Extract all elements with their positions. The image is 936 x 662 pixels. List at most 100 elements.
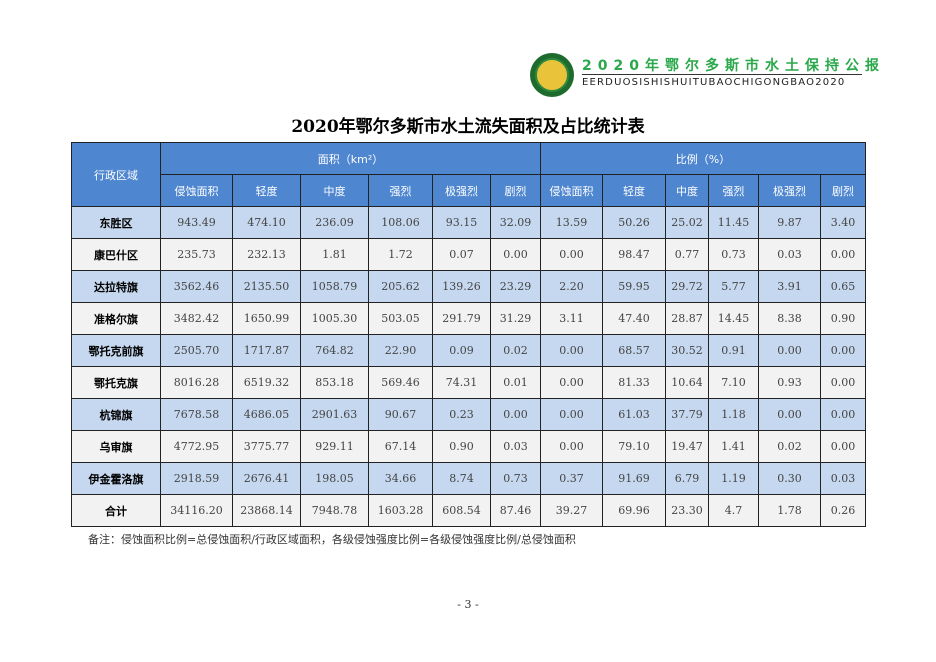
value-cell: 25.02 [665,206,709,239]
value-cell: 1603.28 [368,494,433,527]
value-cell: 39.27 [540,494,603,527]
column-header: 极强烈 [432,174,491,207]
value-cell: 0.90 [820,302,866,335]
table-row: 合计 34116.20 23868.14 7948.78 1603.28 608.54 87… [71,494,866,527]
brand-divider [582,74,862,75]
table-row: 康巴什区 235.73 232.13 1.81 1.72 0.07 0.00 0.00 98.4… [71,238,866,271]
table-row: 鄂托克前旗 2505.70 1717.87 764.82 22.90 0.09 0.02 0.… [71,334,866,367]
column-header: 强烈 [708,174,759,207]
value-cell: 23868.14 [232,494,301,527]
value-cell: 30.52 [665,334,709,367]
value-cell: 853.18 [300,366,369,399]
value-cell: 61.03 [602,398,666,431]
column-header: 强烈 [368,174,433,207]
value-cell: 7.10 [708,366,759,399]
value-cell: 0.03 [758,238,821,271]
region-cell: 杭锦旗 [71,398,161,431]
value-cell: 0.73 [490,462,541,495]
bulletin-logo [530,53,574,97]
column-header: 轻度 [602,174,666,207]
value-cell: 87.46 [490,494,541,527]
value-cell: 569.46 [368,366,433,399]
value-cell: 7678.58 [160,398,233,431]
value-cell: 474.10 [232,206,301,239]
table-row: 东胜区 943.49 474.10 236.09 108.06 93.15 32.09 13.… [71,206,866,239]
value-cell: 6.79 [665,462,709,495]
value-cell: 0.30 [758,462,821,495]
value-cell: 2.20 [540,270,603,303]
value-cell: 13.59 [540,206,603,239]
value-cell: 23.29 [490,270,541,303]
table-row: 鄂托克旗 8016.28 6519.32 853.18 569.46 74.31 0.01 0… [71,366,866,399]
region-cell: 达拉特旗 [71,270,161,303]
value-cell: 0.93 [758,366,821,399]
value-cell: 236.09 [300,206,369,239]
value-cell: 3482.42 [160,302,233,335]
value-cell: 205.62 [368,270,433,303]
value-cell: 90.67 [368,398,433,431]
value-cell: 68.57 [602,334,666,367]
region-cell: 乌审旗 [71,430,161,463]
column-header: 极强烈 [758,174,821,207]
value-cell: 67.14 [368,430,433,463]
value-cell: 0.00 [540,334,603,367]
value-cell: 91.69 [602,462,666,495]
value-cell: 3775.77 [232,430,301,463]
value-cell: 74.31 [432,366,491,399]
region-cell: 合计 [71,494,161,527]
value-cell: 0.02 [758,430,821,463]
value-cell: 232.13 [232,238,301,271]
value-cell: 0.00 [540,398,603,431]
value-cell: 34116.20 [160,494,233,527]
value-cell: 28.87 [665,302,709,335]
value-cell: 0.01 [490,366,541,399]
value-cell: 8.74 [432,462,491,495]
value-cell: 69.96 [602,494,666,527]
value-cell: 1.18 [708,398,759,431]
region-cell: 伊金霍洛旗 [71,462,161,495]
brand-title-en: EERDUOSISHISHUITUBAOCHIGONGBAO2020 [582,77,846,88]
table-row: 伊金霍洛旗 2918.59 2676.41 198.05 34.66 8.74 0.73 0.… [71,462,866,495]
column-header: 侵蚀面积 [540,174,603,207]
value-cell: 198.05 [300,462,369,495]
value-cell: 4686.05 [232,398,301,431]
value-cell: 1.78 [758,494,821,527]
column-header: 剧烈 [490,174,541,207]
value-cell: 0.23 [432,398,491,431]
value-cell: 9.87 [758,206,821,239]
value-cell: 0.03 [820,462,866,495]
value-cell: 1.41 [708,430,759,463]
value-cell: 23.30 [665,494,709,527]
value-cell: 6519.32 [232,366,301,399]
column-header: 轻度 [232,174,301,207]
value-cell: 0.00 [540,430,603,463]
area-group-header: 面积（km²） [160,142,541,175]
value-cell: 291.79 [432,302,491,335]
value-cell: 503.05 [368,302,433,335]
value-cell: 3.11 [540,302,603,335]
value-cell: 0.00 [820,366,866,399]
value-cell: 0.37 [540,462,603,495]
value-cell: 81.33 [602,366,666,399]
value-cell: 8.38 [758,302,821,335]
value-cell: 50.26 [602,206,666,239]
value-cell: 943.49 [160,206,233,239]
value-cell: 0.91 [708,334,759,367]
column-header: 中度 [300,174,369,207]
value-cell: 0.73 [708,238,759,271]
value-cell: 3562.46 [160,270,233,303]
value-cell: 2505.70 [160,334,233,367]
value-cell: 0.77 [665,238,709,271]
value-cell: 108.06 [368,206,433,239]
value-cell: 32.09 [490,206,541,239]
value-cell: 0.07 [432,238,491,271]
region-cell: 准格尔旗 [71,302,161,335]
value-cell: 14.45 [708,302,759,335]
value-cell: 34.66 [368,462,433,495]
value-cell: 0.00 [820,398,866,431]
value-cell: 93.15 [432,206,491,239]
value-cell: 0.00 [490,238,541,271]
value-cell: 8016.28 [160,366,233,399]
value-cell: 1005.30 [300,302,369,335]
